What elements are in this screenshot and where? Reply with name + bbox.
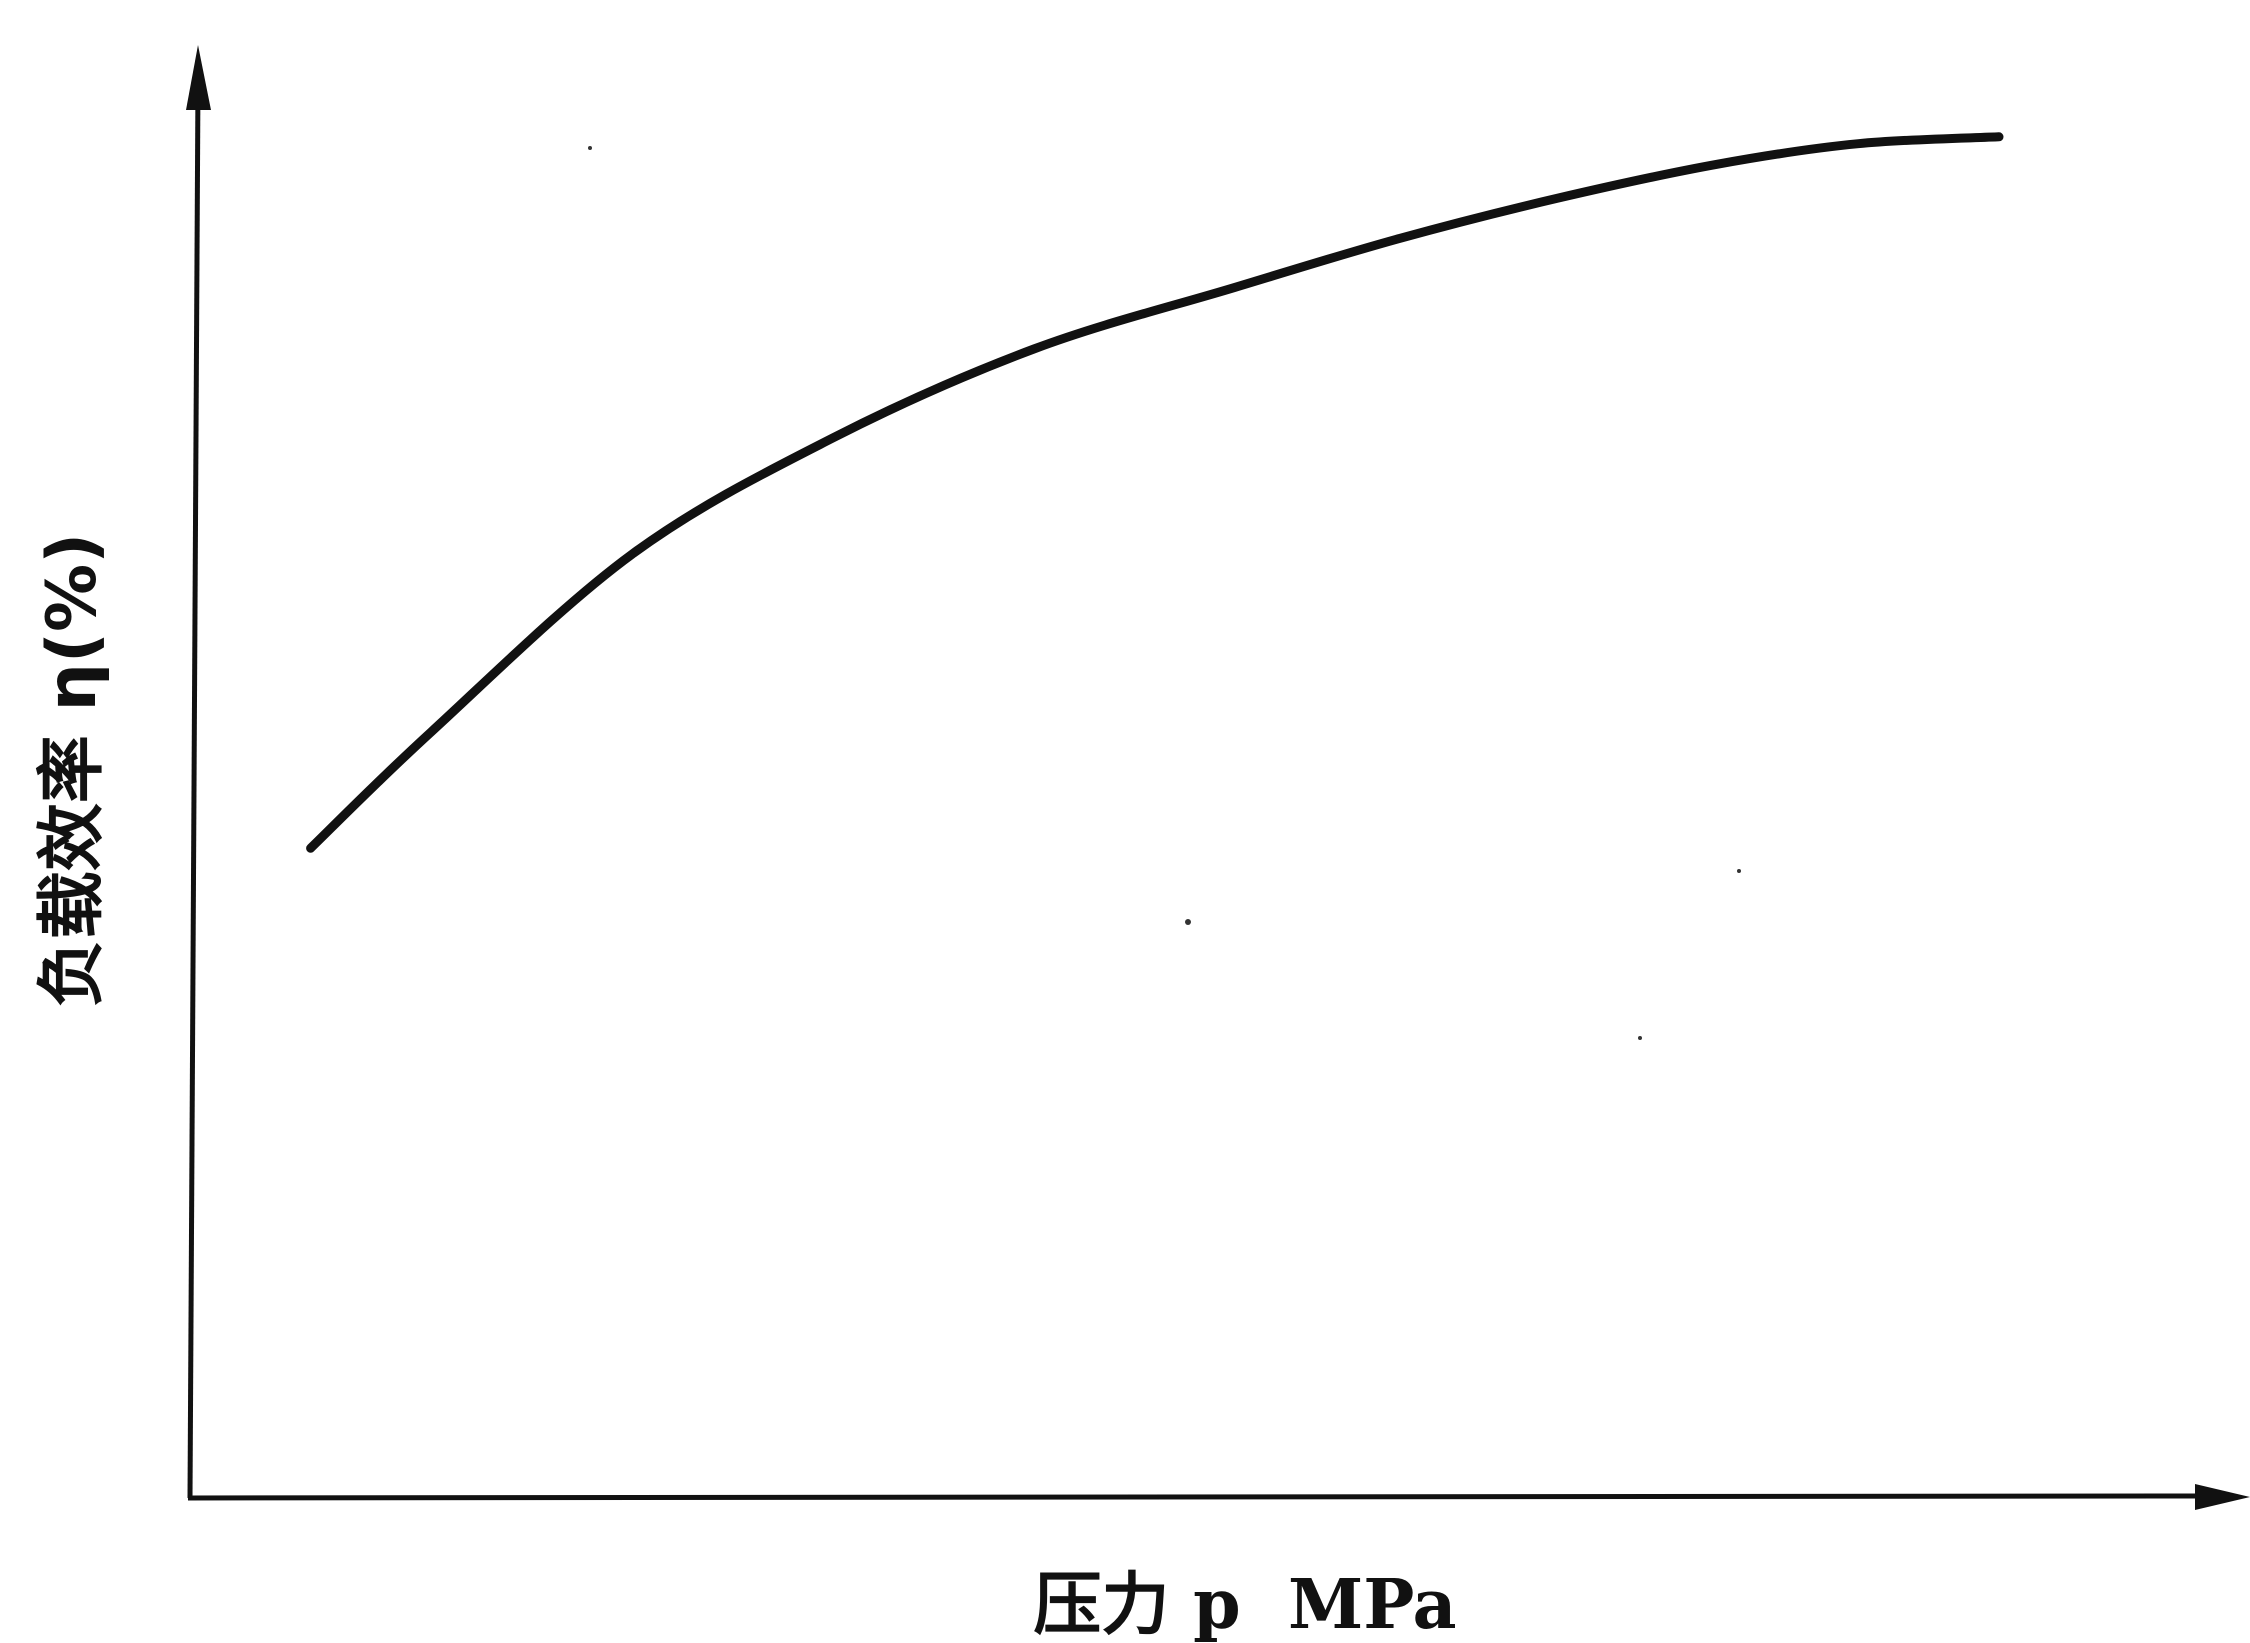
y-axis (186, 45, 211, 1499)
y-axis-arrow (186, 45, 211, 110)
x-axis (187, 1484, 2250, 1510)
x-axis-arrow (2195, 1484, 2250, 1510)
y-axis-label: 负载效率 η(%) (33, 533, 112, 1007)
speck (1737, 869, 1741, 873)
series-line (306, 132, 2004, 853)
x-axis-label: 压力 p MPa (1033, 1565, 1456, 1643)
scan-specks (588, 146, 1741, 1040)
speck (1638, 1036, 1642, 1040)
x-axis-line (187, 1493, 2201, 1501)
y-axis-line (187, 79, 201, 1499)
speck (1185, 919, 1191, 925)
speck (588, 146, 592, 150)
